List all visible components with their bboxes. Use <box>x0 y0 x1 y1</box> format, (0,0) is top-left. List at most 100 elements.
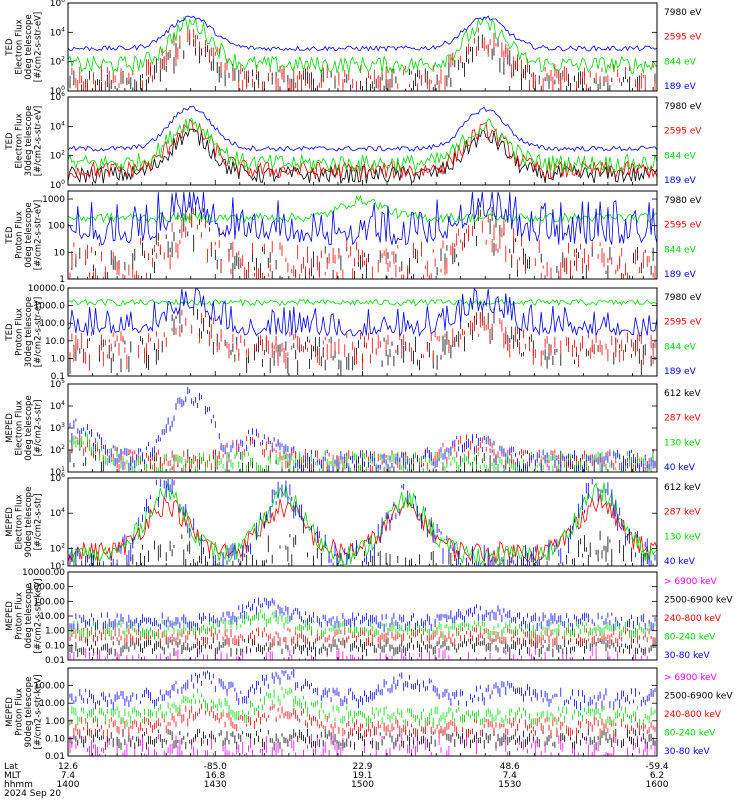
series-trace <box>69 309 658 371</box>
series-trace <box>67 16 658 75</box>
legend-entry: 7980 eV <box>664 196 702 206</box>
panel-3: 7980 eV 2595 eV 844 eV 189 eV 1 10 100 1000 TED P… <box>5 190 702 285</box>
series-blue <box>67 669 658 711</box>
series-trace <box>67 298 658 307</box>
series-green <box>67 194 658 224</box>
series-trace <box>67 703 658 739</box>
legend-entry: 40 keV <box>664 557 696 567</box>
legend-entry: 844 eV <box>664 151 697 161</box>
series-trace <box>67 191 658 246</box>
x-tick-label-lat: -59.4 <box>645 762 669 772</box>
x-tick-label-mlt: 16.8 <box>205 771 225 781</box>
y-axis-label: TED <box>5 132 15 151</box>
legend-entry: 287 keV <box>664 414 701 424</box>
series-blue <box>67 288 658 338</box>
y-tick-label: 104 <box>50 507 65 519</box>
series-magenta <box>69 647 658 660</box>
series-trace <box>67 288 658 338</box>
series-black <box>67 637 658 658</box>
panel-7: > 6900 keV 2500-6900 keV 240-800 keV 80-240… <box>5 568 733 666</box>
y-tick-label: 1.00 <box>45 627 65 637</box>
y-tick-label: 102 <box>50 150 65 162</box>
legend-entry: 7980 eV <box>664 293 702 303</box>
y-tick-label: 104 <box>50 120 65 132</box>
y-tick-label: 101 <box>50 466 65 478</box>
x-tick-label-mlt: 6.2 <box>650 771 664 781</box>
y-tick-label: 100.00 <box>34 682 66 692</box>
x-tick-label-hhmm: 1500 <box>351 780 374 790</box>
y-tick-label: 1000.00 <box>28 583 65 593</box>
series-blue <box>67 15 658 52</box>
legend-entry: 189 eV <box>664 176 697 186</box>
y-tick-label: 10.00 <box>39 612 65 622</box>
y-axis-label: [#/cm2-s-str-eV] <box>34 297 44 367</box>
legend-entry: 844 eV <box>664 245 697 255</box>
x-tick-label-lat: 22.9 <box>352 762 372 772</box>
series-blue <box>67 105 658 152</box>
y-axis-label: [#/cm2-s-str-keV] <box>34 579 44 654</box>
y-tick-label: 102 <box>50 56 65 68</box>
y-tick-label: 106 <box>50 472 65 484</box>
y-axis-label: Electron Flux <box>15 19 25 74</box>
date-label: 2024 Sep 20 <box>4 789 61 799</box>
legend-entry: 2595 eV <box>664 318 702 328</box>
legend-entry: 612 keV <box>664 389 701 399</box>
legend-entry: 844 eV <box>664 57 697 67</box>
y-tick-label: 10.00 <box>39 699 65 709</box>
x-row-label: Lat <box>4 762 19 772</box>
y-axis-label: 0deg telescope <box>24 395 34 460</box>
series-trace <box>67 637 658 658</box>
x-tick-label-hhmm: 1530 <box>498 780 521 790</box>
legend-entry: 240-800 keV <box>664 710 722 720</box>
legend-entry: 189 eV <box>664 367 697 377</box>
series-red <box>69 309 658 371</box>
y-tick-label: 102 <box>50 444 65 456</box>
legend-entry: 2595 eV <box>664 127 702 137</box>
legend-entry: 2500-6900 keV <box>664 692 733 702</box>
legend-entry: 40 keV <box>664 463 696 473</box>
x-tick-label-mlt: 7.4 <box>503 771 518 781</box>
legend-entry: 240-800 keV <box>664 614 722 624</box>
y-axis-label: 90deg telescope <box>24 677 34 748</box>
legend-entry: 2595 eV <box>664 33 702 43</box>
y-axis-label: Proton Flux <box>15 308 25 356</box>
y-axis-label: 90deg telescope <box>24 487 34 558</box>
y-tick-label: 10000.0 <box>28 284 65 294</box>
y-axis-label: 0deg telescope <box>24 583 34 648</box>
y-tick-label: 1.00 <box>45 717 65 727</box>
legend-entry: 80-240 keV <box>664 729 716 739</box>
x-tick-label-hhmm: 1430 <box>204 780 227 790</box>
series-red <box>67 493 658 564</box>
y-axis-label: [#/cm2-s-str-eV] <box>34 106 44 176</box>
series-trace <box>67 669 658 711</box>
y-tick-label: 10000.00 <box>22 568 65 578</box>
y-axis-label: Electron Flux <box>15 400 25 455</box>
y-tick-label: 104 <box>50 400 65 412</box>
y-axis-label: [#/cm2-s-str-keV] <box>34 675 44 750</box>
y-tick-label: 0.01 <box>45 752 65 762</box>
y-axis-label: MEPED <box>5 413 15 443</box>
y-axis-label: TED <box>5 226 15 245</box>
y-axis-label: TED <box>5 38 15 57</box>
y-tick-label: 106 <box>50 91 65 103</box>
y-tick-label: 100.00 <box>34 597 66 607</box>
x-row-label: MLT <box>4 771 22 781</box>
y-axis-label: [#/cm2-s-str] <box>34 400 44 457</box>
series-green <box>67 117 658 173</box>
y-tick-label: 102 <box>50 542 65 554</box>
series-black <box>69 32 656 91</box>
series-trace <box>67 105 658 152</box>
y-tick-label: 106 <box>50 0 65 9</box>
legend-entry: 30-80 keV <box>664 747 710 757</box>
legend-entry: 130 keV <box>664 438 701 448</box>
x-tick-label-lat: 48.6 <box>500 762 520 772</box>
y-tick-label: 1 <box>59 275 65 285</box>
series-blue <box>67 479 656 566</box>
y-axis-label: TED <box>5 323 15 342</box>
y-tick-label: 0.10 <box>45 641 65 651</box>
x-tick-label-hhmm: 1400 <box>57 780 80 790</box>
legend-entry: 844 eV <box>664 342 697 352</box>
y-tick-label: 1.0 <box>51 354 66 364</box>
series-black <box>67 530 648 566</box>
